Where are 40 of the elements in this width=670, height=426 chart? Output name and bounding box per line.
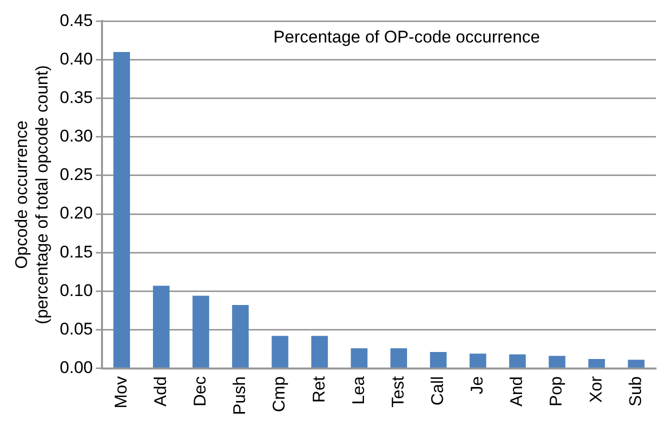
y-tick-label: 0.05 — [60, 319, 93, 338]
bar — [390, 348, 408, 368]
y-tick-label: 0.30 — [60, 126, 93, 146]
y-tick-label: 0.25 — [60, 165, 93, 184]
chart-title: Percentage of OP-code occurrence — [273, 27, 540, 46]
y-tick-label: 0.10 — [60, 280, 93, 300]
x-tick-label: And — [507, 376, 526, 406]
y-tick-label: 0.15 — [60, 242, 93, 262]
bar — [152, 286, 170, 368]
bar — [192, 296, 210, 368]
bar — [311, 336, 328, 368]
x-tick-label: Xor — [586, 376, 606, 403]
x-tick-label: Push — [230, 376, 250, 415]
y-tick-label: 0.45 — [60, 10, 93, 30]
bar — [509, 354, 526, 368]
y-tick-label: 0.20 — [60, 204, 93, 223]
y-axis-title: Opcode occurrence (percentage of total opcode count) — [12, 65, 52, 324]
bar — [470, 354, 486, 368]
x-tick-label: Lea — [348, 376, 368, 405]
bar — [430, 352, 447, 368]
x-tick-label: Test — [388, 376, 408, 408]
bar — [350, 348, 368, 368]
x-tick-label: Cmp — [270, 376, 289, 412]
bar — [113, 52, 130, 368]
bar — [232, 305, 249, 368]
y-tick-label: 0.35 — [60, 88, 93, 108]
x-tick-label: Dec — [190, 376, 210, 406]
x-tick-label: Je — [468, 376, 487, 394]
y-tick-label: 0.00 — [60, 358, 93, 377]
x-tick-label: Pop — [546, 376, 566, 406]
bar — [272, 336, 288, 368]
bar — [628, 360, 645, 368]
bar — [588, 358, 605, 368]
y-tick-label: 0.40 — [60, 49, 93, 68]
x-tick-label: Mov — [111, 376, 130, 408]
bar — [548, 356, 566, 368]
x-tick-label: Sub — [626, 376, 645, 406]
x-tick-label: Add — [150, 376, 170, 406]
x-tick-label: Ret — [309, 376, 328, 403]
x-tick-label: Call — [428, 376, 447, 406]
